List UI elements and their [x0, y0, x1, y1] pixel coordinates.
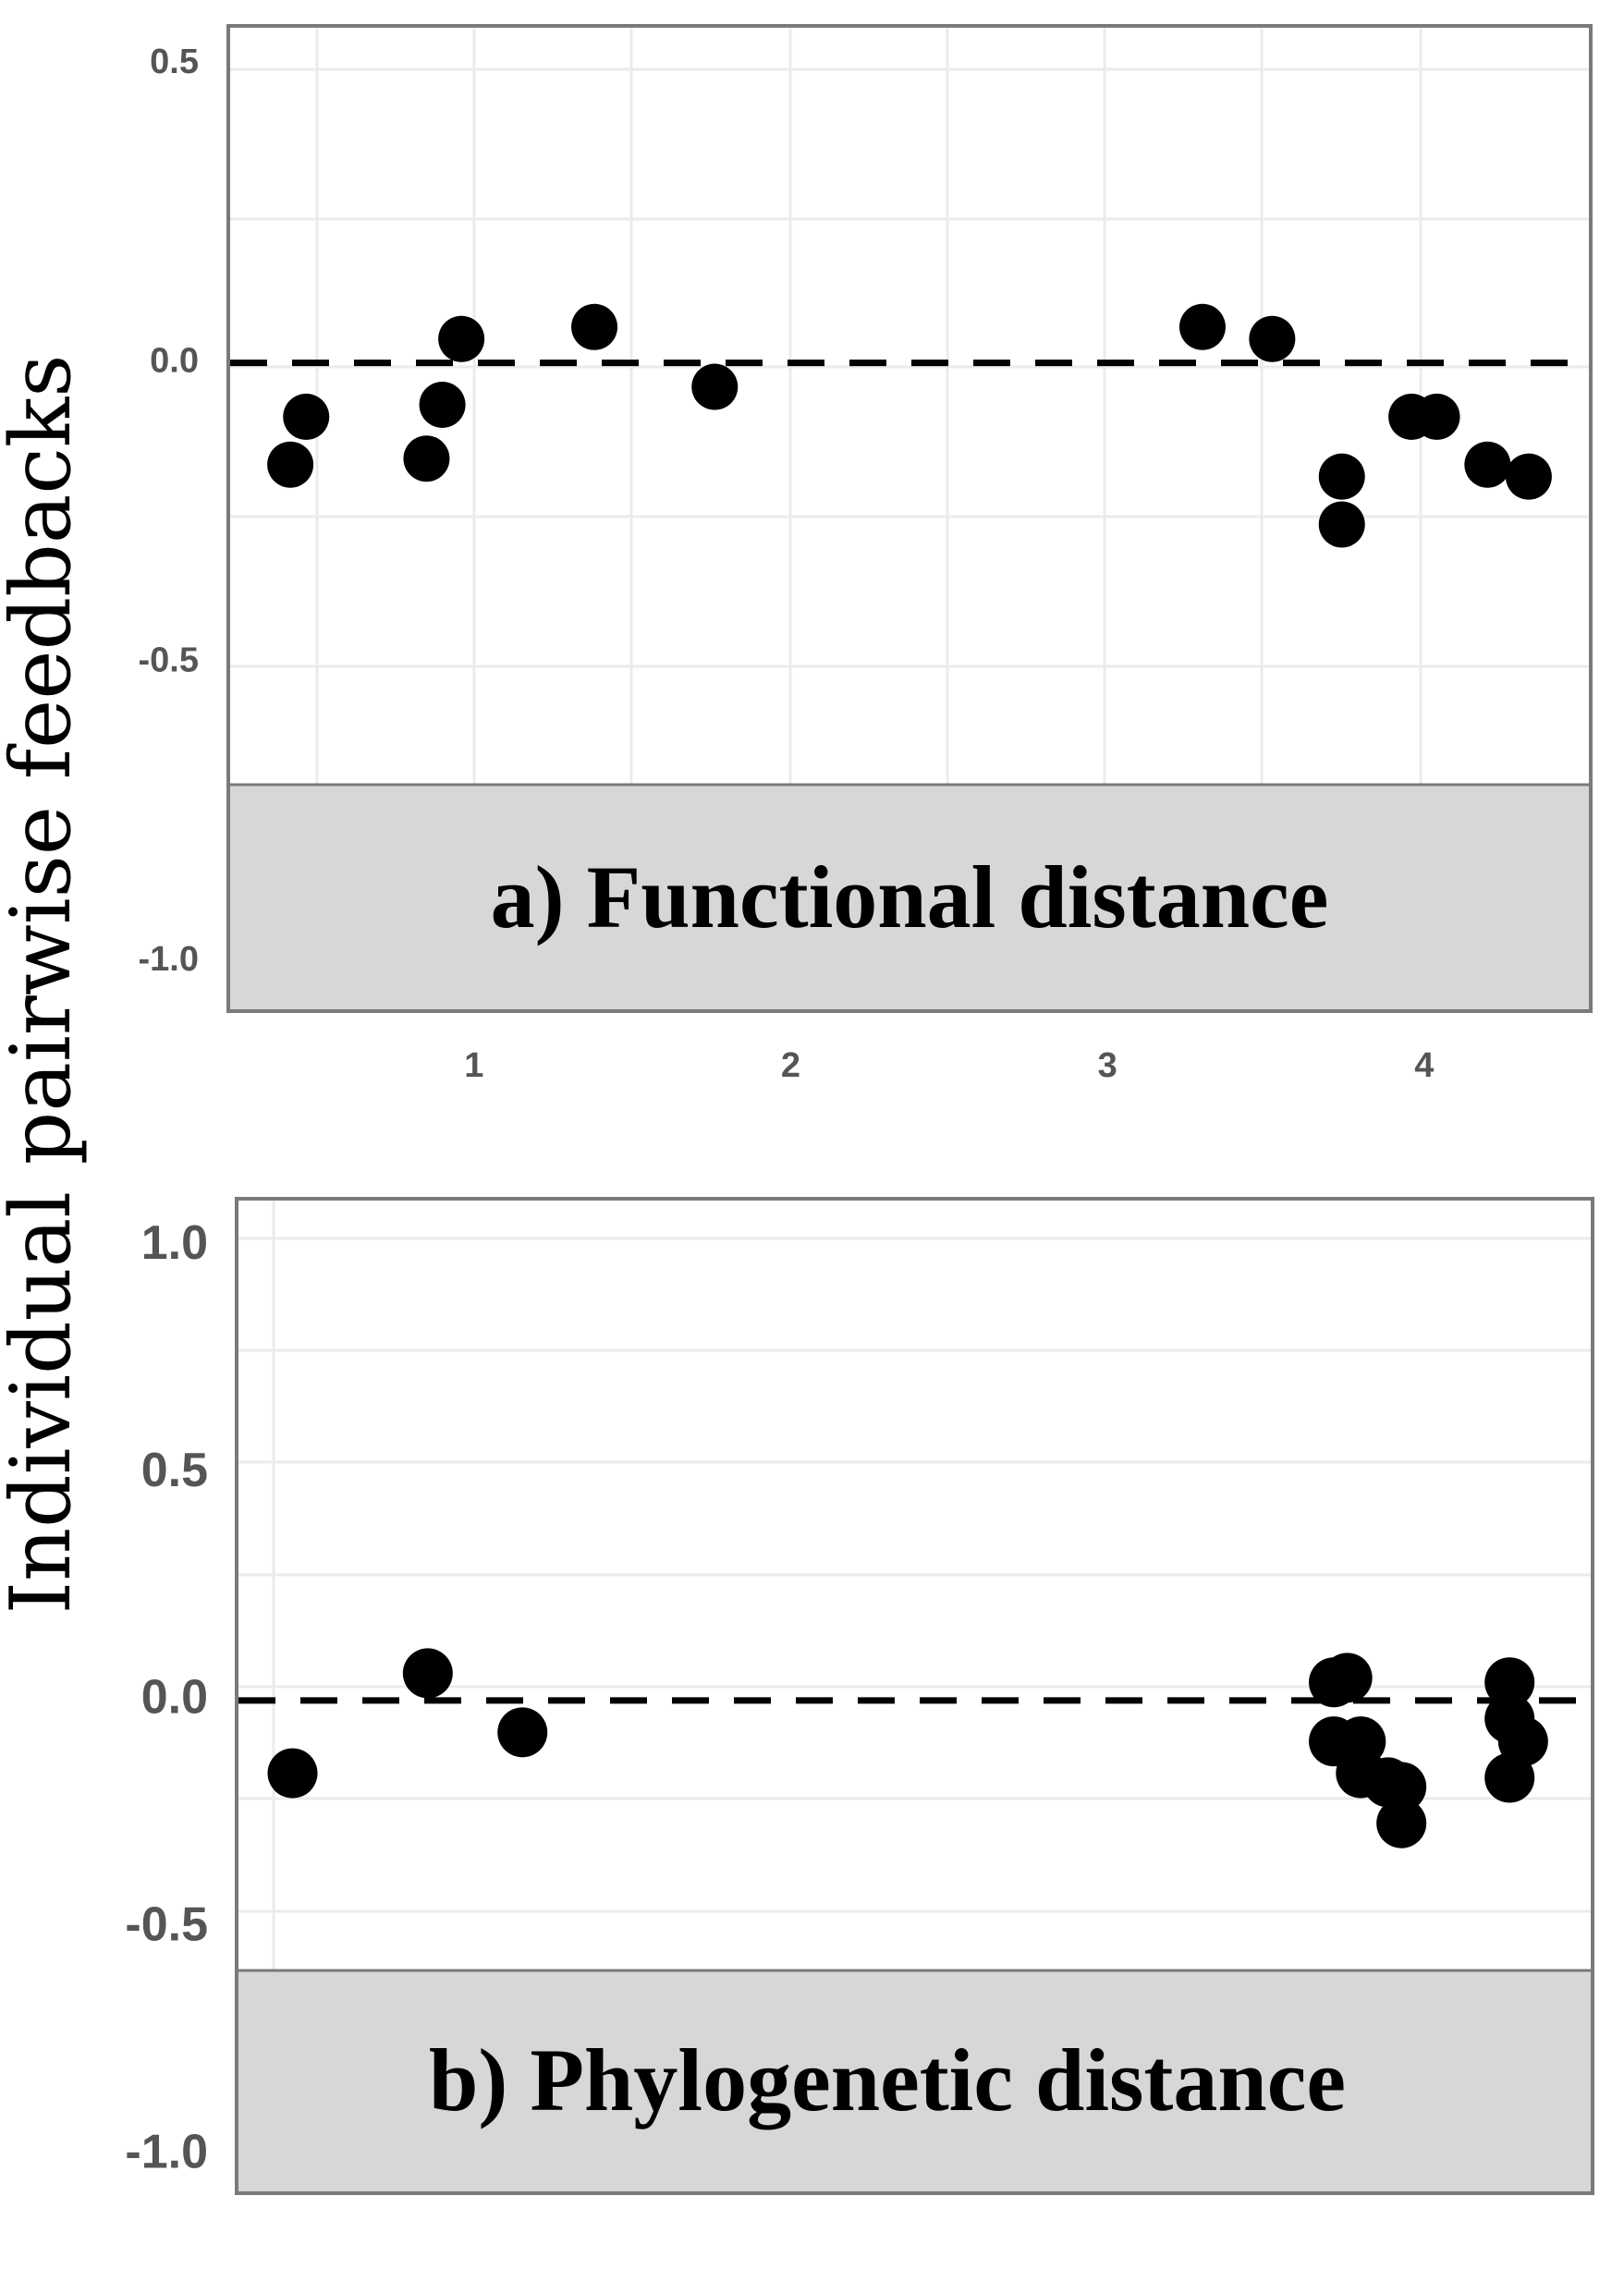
panel-a-points [267, 303, 1552, 548]
x-tick-label: 1 [464, 1046, 483, 1085]
panel-a-x-ticks: 1 2 3 4 [464, 1046, 1434, 1085]
y-axis-label: Individual pairwise feedbacks [0, 355, 90, 1615]
data-point [1505, 453, 1552, 500]
panel-a-border [226, 24, 1593, 1013]
panel-a-label: a) Functional distance [491, 848, 1329, 946]
panel-b-label-strip [238, 1970, 1591, 2191]
data-point [497, 1707, 548, 1758]
data-point [1318, 501, 1365, 548]
data-point [571, 303, 618, 350]
data-point [267, 441, 314, 488]
y-tick-label: -1.0 [125, 2125, 208, 2178]
y-tick-label: 0.0 [141, 1671, 208, 1725]
data-point [1484, 1657, 1535, 1708]
y-tick-label: 1.0 [141, 1216, 208, 1270]
data-point [419, 381, 466, 428]
data-point [1249, 315, 1296, 362]
panel-a-gridlines [230, 28, 1589, 1009]
panel-a-label-strip [230, 785, 1589, 1009]
y-tick-label: 0.5 [150, 43, 199, 81]
data-point [403, 435, 450, 482]
data-point [1318, 453, 1365, 500]
data-point [1376, 1798, 1427, 1848]
data-point [1178, 303, 1226, 350]
data-point [1376, 1762, 1427, 1812]
y-tick-label: 0.5 [141, 1444, 208, 1497]
panel-b-y-ticks: 1.0 0.5 0.0 -0.5 -1.0 [125, 1216, 208, 2178]
y-tick-label: -1.0 [139, 940, 199, 979]
y-tick-label: -0.5 [125, 1898, 208, 1952]
panel-b-border [235, 1197, 1594, 2195]
x-tick-label: 4 [1414, 1046, 1434, 1085]
data-point [283, 393, 330, 440]
panel-b-points [267, 1648, 1548, 1848]
data-point [402, 1648, 453, 1699]
data-point [1484, 1752, 1535, 1803]
y-tick-label: 0.0 [150, 342, 199, 381]
panel-b-label: b) Phylogenetic distance [429, 2031, 1346, 2129]
data-point [267, 1748, 318, 1799]
data-point [1413, 393, 1460, 440]
data-point [438, 315, 485, 362]
panel-a-y-ticks: 0.5 0.0 -0.5 -1.0 [139, 43, 199, 979]
x-tick-label: 3 [1098, 1046, 1117, 1085]
x-tick-label: 2 [781, 1046, 800, 1085]
panel-a-functional-distance: a) Functional distance 0.5 0.0 -0.5 -1.0 1 2… [139, 24, 1593, 1085]
data-point [691, 363, 739, 410]
data-point [1322, 1653, 1373, 1703]
data-point [1464, 441, 1511, 488]
panel-b-phylogenetic-distance: b) Phylogenetic distance 1.0 0.5 0.0 -0.5 -1… [125, 1197, 1594, 2195]
y-tick-label: -0.5 [139, 640, 199, 679]
